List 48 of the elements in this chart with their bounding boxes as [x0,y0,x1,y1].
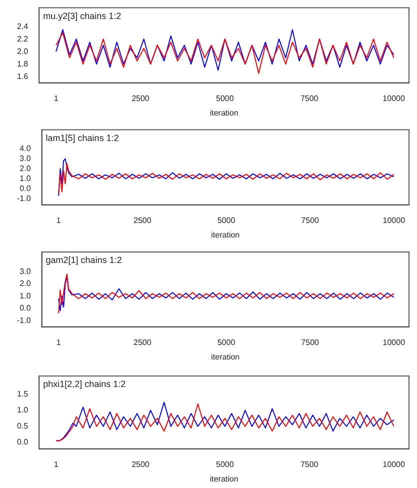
chart-title: lam1[5] chains 1:2 [46,132,119,143]
x-tick-label: 7500 [301,216,320,225]
x-tick-label: 1 [54,94,59,103]
y-tick-label: 0.5 [16,422,29,431]
x-tick-label: 7500 [300,460,319,469]
y-tick-label: 2.0 [16,46,29,56]
y-tick-label: 1.6 [16,72,29,81]
y-tick-label: 2.2 [16,34,29,44]
y-tick-label: 3.0 [20,266,32,276]
y-tick-label: -1.0 [16,194,32,204]
x-tick-label: 10000 [382,338,406,347]
y-tick-label: -1.0 [16,316,32,325]
y-tick-label: 2.0 [20,279,32,288]
x-tick-label: 7500 [300,94,319,103]
x-tick-label: 10000 [382,216,406,225]
x-axis-title: iteration [211,230,240,240]
x-tick-label: 2500 [132,94,150,103]
x-tick-label: 2500 [133,338,152,347]
y-tick-label: 1.8 [16,59,29,68]
x-tick-label: 10000 [382,94,406,103]
x-tick-label: 5000 [216,94,234,103]
y-tick-label: 4.0 [20,144,32,154]
x-tick-label: 2500 [132,460,150,469]
y-tick-label: 0.0 [20,184,32,194]
chart-title: mu.y2[3] chains 1:2 [43,10,122,21]
x-tick-label: 1 [54,460,59,469]
y-tick-label: 0.0 [16,438,29,447]
x-tick-label: 5000 [217,216,236,225]
y-tick-label: 1.5 [16,389,29,398]
y-tick-label: 1.0 [20,291,32,300]
y-tick-label: 2.0 [20,164,32,174]
y-tick-label: 3.0 [20,154,32,164]
x-tick-label: 7500 [301,338,320,347]
y-tick-label: 0.0 [20,304,32,313]
x-tick-label: 1 [56,338,62,347]
x-tick-label: 2500 [133,216,152,225]
y-tick-label: 1.0 [16,406,29,415]
y-tick-label: 1.0 [20,174,32,184]
x-axis-title: iteration [210,108,238,118]
chart-title: phxi1[2,2] chains 1:2 [43,378,126,389]
x-axis-title: iteration [211,352,240,362]
chart-title: gam2[1] chains 1:2 [46,254,122,265]
x-axis-title: iteration [210,474,238,484]
x-tick-label: 5000 [217,338,236,347]
y-tick-label: 2.4 [16,22,29,31]
x-tick-label: 10000 [382,460,406,469]
x-tick-label: 1 [56,216,62,225]
x-tick-label: 5000 [216,460,234,469]
